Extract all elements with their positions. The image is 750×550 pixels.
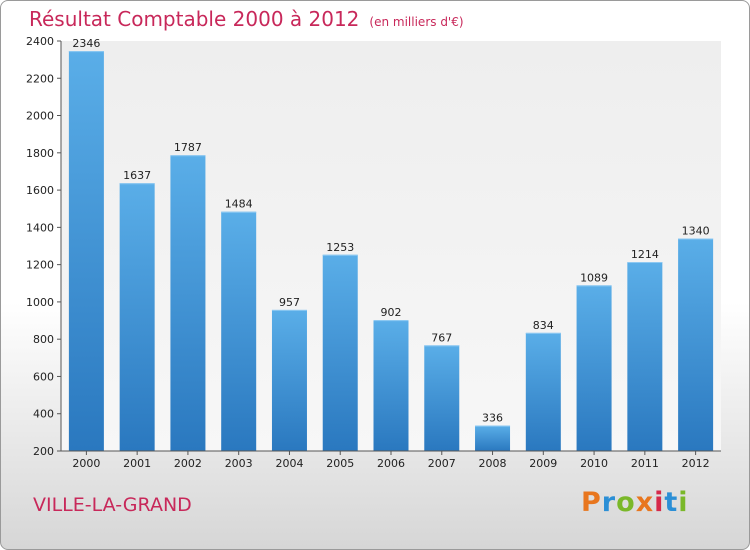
bar — [373, 320, 409, 451]
y-axis: 200 400 600 800 1000 1200 1400 1600 1800 2000 2200… — [26, 35, 61, 458]
y-tick-label: 1200 — [26, 259, 54, 272]
logo-letter: r — [601, 487, 617, 518]
data-label: 1787 — [174, 141, 202, 154]
x-tick-label: 2007 — [428, 457, 456, 470]
logo-letter: x — [635, 487, 655, 518]
proxiti-logo: Proxiti — [581, 487, 689, 518]
bar — [271, 309, 307, 451]
bar — [576, 285, 612, 451]
bar — [170, 155, 206, 451]
x-tick-label: 2009 — [529, 457, 557, 470]
x-tick-label: 2011 — [631, 457, 659, 470]
y-tick-label: 800 — [33, 333, 54, 346]
y-tick-label: 2200 — [26, 72, 54, 85]
data-label: 1484 — [225, 198, 253, 211]
data-label: 902 — [381, 306, 402, 319]
bar — [221, 211, 257, 451]
y-tick-label: 2400 — [26, 35, 54, 48]
commune-name: VILLE-LA-GRAND — [33, 494, 192, 516]
x-tick-label: 2008 — [479, 457, 507, 470]
bar — [424, 345, 460, 451]
x-tick-label: 2010 — [580, 457, 608, 470]
y-tick-label: 600 — [33, 370, 54, 383]
data-label: 1089 — [580, 271, 608, 284]
data-label: 957 — [279, 296, 300, 309]
y-tick-label: 1400 — [26, 221, 54, 234]
data-label: 1340 — [682, 225, 710, 238]
bar — [119, 183, 155, 452]
chart-title: Résultat Comptable 2000 à 2012 (en millie… — [29, 7, 464, 31]
x-axis: 2000 2001 2002 2003 2004 2005 2006 2007 2008 2009… — [72, 451, 710, 470]
chart-unit: (en milliers d'€) — [369, 15, 464, 29]
bars-group: 2346 1637 1787 1484 957 1253 902 767 336 834 1089 1… — [68, 37, 714, 452]
logo-letter: t — [664, 487, 679, 518]
y-tick-label: 200 — [33, 445, 54, 458]
bar — [475, 425, 511, 451]
y-tick-label: 1000 — [26, 296, 54, 309]
x-tick-label: 2001 — [123, 457, 151, 470]
y-tick-label: 1600 — [26, 184, 54, 197]
data-label: 2346 — [72, 37, 100, 50]
bar — [525, 332, 561, 451]
logo-letter: P — [581, 487, 602, 518]
chart-title-text: Résultat Comptable 2000 à 2012 — [29, 7, 360, 31]
x-tick-label: 2000 — [72, 457, 100, 470]
data-label: 834 — [533, 319, 554, 332]
bar — [678, 238, 714, 451]
data-label: 1253 — [326, 241, 354, 254]
x-tick-label: 2006 — [377, 457, 405, 470]
x-tick-label: 2012 — [682, 457, 710, 470]
x-tick-label: 2002 — [174, 457, 202, 470]
logo-letter: i — [678, 487, 689, 518]
x-tick-label: 2005 — [326, 457, 354, 470]
data-label: 1637 — [123, 169, 151, 182]
x-tick-label: 2003 — [225, 457, 253, 470]
data-label: 1214 — [631, 248, 659, 261]
logo-letter: o — [616, 487, 636, 518]
bar — [627, 262, 663, 451]
y-tick-label: 1800 — [26, 147, 54, 160]
y-tick-label: 400 — [33, 408, 54, 421]
data-label: 336 — [482, 412, 503, 425]
bar — [322, 254, 358, 451]
y-tick-label: 2000 — [26, 110, 54, 123]
x-tick-label: 2004 — [275, 457, 303, 470]
logo-letter: i — [654, 487, 665, 518]
data-label: 767 — [431, 331, 452, 344]
bar — [68, 51, 104, 452]
